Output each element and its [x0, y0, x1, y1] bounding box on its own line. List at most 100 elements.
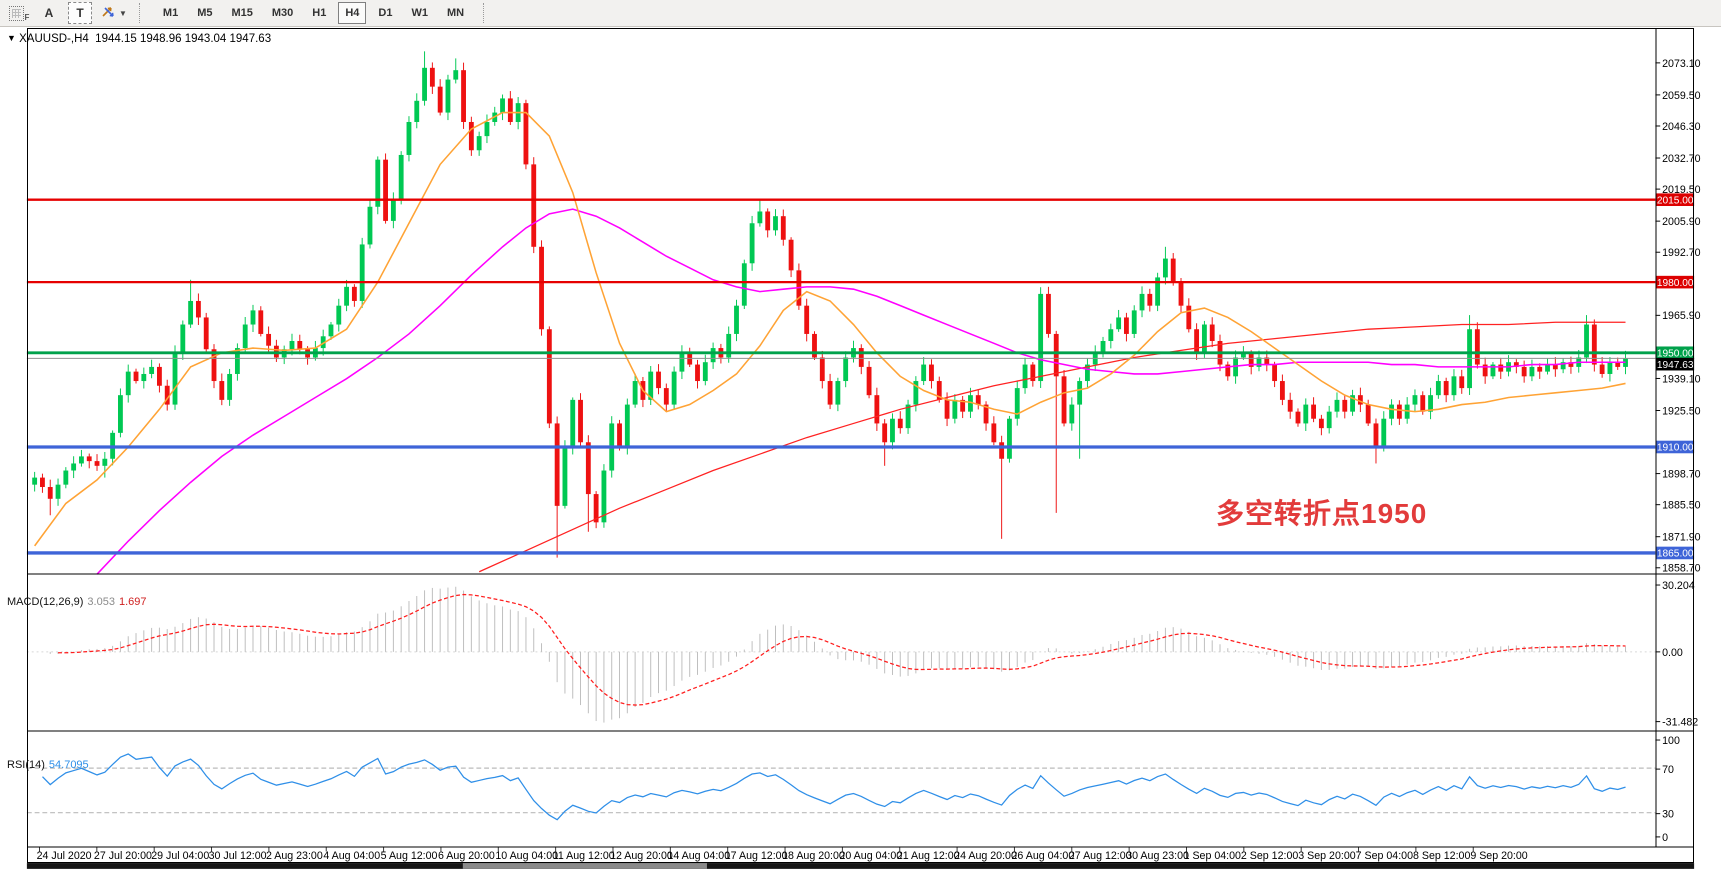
time-tick-label: 29 Jul 04:00 — [151, 850, 209, 862]
timeframe-h1[interactable]: H1 — [312, 7, 327, 19]
macd-signal-value: 1.697 — [118, 596, 147, 608]
candle-body — [1615, 362, 1621, 367]
candle-body — [1272, 364, 1278, 382]
candle-body — [414, 100, 420, 122]
price-level-badge-text: 1950.00 — [1657, 348, 1694, 359]
timeframe-m15[interactable]: M15 — [231, 7, 253, 19]
time-tick-label: 17 Aug 12:00 — [725, 850, 788, 862]
candle-body — [827, 381, 833, 405]
candle-body — [1389, 404, 1394, 419]
candle-body — [741, 263, 747, 306]
candle-body — [422, 67, 427, 101]
candle-body — [188, 300, 194, 325]
candle-body — [546, 329, 552, 424]
candle-body — [1233, 357, 1239, 377]
candle-body — [835, 381, 841, 405]
fast-ma-line — [34, 111, 1626, 547]
timeframe-mn[interactable]: MN — [446, 7, 465, 19]
rsi-scale-label: 0 — [1662, 832, 1668, 844]
candle-body — [1295, 411, 1301, 424]
candle-body — [1591, 324, 1597, 365]
price-tick-label: 1925.50 — [1662, 405, 1701, 417]
candle-body — [266, 333, 272, 346]
timeframe-m1[interactable]: M1 — [162, 7, 179, 19]
candle-body — [843, 357, 849, 382]
candle-body — [570, 399, 576, 447]
candle-body — [1248, 352, 1254, 367]
candle-body — [484, 121, 490, 137]
candle-body — [882, 423, 888, 443]
symbol-ohlc-header[interactable]: ▼ XAUUSD-,H4 1944.15 1948.96 1943.04 194… — [7, 33, 271, 45]
timeframe-m30[interactable]: M30 — [271, 7, 294, 19]
candle-body — [507, 98, 513, 122]
timeframe-h4[interactable]: H4 — [338, 2, 367, 24]
candle-body — [1030, 364, 1036, 382]
candle-body — [1069, 404, 1075, 424]
candle-body — [1498, 364, 1504, 372]
bottom-scrollbar-thumb[interactable] — [462, 863, 707, 869]
cursor-arrows-button[interactable]: ▼ — [100, 3, 127, 23]
rsi-scale-label: 30 — [1662, 809, 1674, 821]
symbol-name: XAUUSD-,H4 — [19, 33, 89, 45]
font-button[interactable]: A — [44, 6, 54, 20]
candle-body — [1170, 258, 1176, 283]
candle-body — [734, 305, 739, 334]
grid-f-label: F — [24, 12, 30, 22]
candle-body — [1225, 364, 1231, 377]
candle-body — [539, 246, 544, 330]
bottom-scrollbar-track — [26, 863, 1695, 869]
indicator-grid-button[interactable]: F — [8, 3, 30, 23]
price-tick-label: 1858.70 — [1662, 563, 1701, 575]
candle-body — [180, 324, 186, 353]
candle-body — [1474, 329, 1480, 365]
candle-body — [141, 373, 147, 382]
candle-body — [1607, 362, 1613, 374]
candle-body — [1326, 411, 1332, 429]
timeframe-w1[interactable]: W1 — [411, 7, 428, 19]
macd-histogram — [49, 586, 1627, 723]
rsi-line — [42, 753, 1626, 821]
candle-body — [1077, 381, 1083, 405]
candle-body — [1584, 324, 1589, 358]
candle-body — [710, 348, 716, 363]
candle-body — [1139, 293, 1145, 311]
price-tick-label: 2046.30 — [1662, 121, 1701, 133]
time-tick-label: 27 Jul 20:00 — [94, 850, 152, 862]
candle-body — [1334, 399, 1340, 412]
candle-body — [648, 371, 654, 400]
candle-body — [437, 86, 443, 113]
candle-body — [905, 404, 911, 429]
candle-body — [390, 199, 396, 221]
candle-body — [726, 333, 732, 358]
candle-body — [1373, 423, 1379, 447]
price-level-badge-text: 2015.00 — [1657, 195, 1694, 206]
timeframe-m5[interactable]: M5 — [197, 7, 213, 19]
candle-body — [1162, 258, 1168, 278]
candle-body — [804, 305, 810, 334]
time-tick-label: 2 Aug 23:00 — [266, 850, 323, 862]
candle-body — [1599, 364, 1605, 374]
price-tick-label: 1965.90 — [1662, 310, 1701, 322]
candle-body — [234, 348, 240, 374]
time-tick-label: 9 Sep 20:00 — [1470, 850, 1527, 862]
candle-body — [632, 381, 638, 405]
text-tool-button[interactable]: T — [68, 2, 92, 24]
candle-body — [297, 341, 303, 350]
candle-body — [702, 362, 708, 382]
rsi-scale-label: 70 — [1662, 764, 1674, 776]
candle-body — [55, 484, 61, 499]
candle-body — [679, 352, 685, 372]
chart-canvas[interactable]: 2015.00 1980.00 1950.00 1910.00 1865.00 1947.… — [0, 28, 1721, 896]
candle-body — [367, 206, 373, 245]
ohlc-open: 1944.15 — [95, 33, 137, 45]
timeframe-d1[interactable]: D1 — [378, 7, 393, 19]
time-tick-label: 5 Aug 12:00 — [381, 850, 438, 862]
candle-body — [1311, 404, 1317, 419]
candle-body — [172, 352, 178, 405]
candle-body — [819, 357, 825, 382]
candle-body — [118, 395, 123, 433]
ohlc-low: 1943.04 — [184, 33, 227, 45]
rsi-indicator-label: RSI(14) 54.7095 — [7, 759, 89, 771]
candle-body — [211, 349, 217, 382]
candle-body — [1443, 381, 1449, 396]
